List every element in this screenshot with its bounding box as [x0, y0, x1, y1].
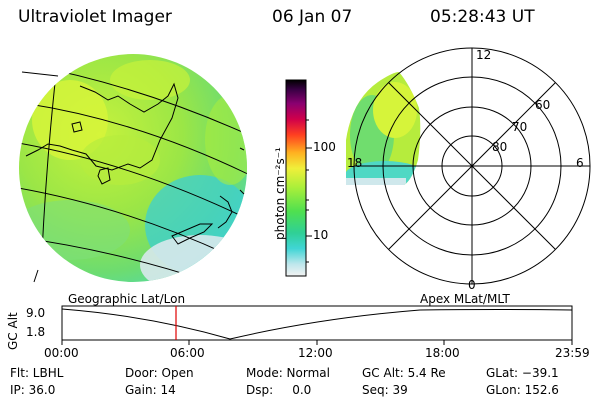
info-filter: Flt: LBHL	[10, 366, 64, 380]
timeline-axis-label: GC Alt	[6, 312, 20, 350]
timeline-xtick-1800: 18:00	[425, 346, 460, 360]
app-title: Ultraviolet Imager	[18, 7, 172, 27]
lat-label-80: 80	[492, 140, 508, 154]
mlt-label-18: 18	[347, 156, 363, 170]
globe-image	[19, 54, 247, 283]
mlt-label-12: 12	[476, 48, 492, 62]
timeline-left-title: Geographic Lat/Lon	[68, 292, 186, 306]
timeline-plot	[61, 305, 573, 345]
colorbar-tick-10: 10	[313, 228, 329, 242]
info-mode: Mode: Normal	[246, 366, 330, 380]
timeline-xtick-0000: 00:00	[44, 346, 79, 360]
colorbar-tick-100: 100	[313, 140, 336, 154]
timeline-ytick-high: 9.0	[26, 306, 46, 320]
header-time: 05:28:43 UT	[430, 7, 535, 27]
info-door: Door: Open	[125, 366, 194, 380]
info-gc-alt: GC Alt: 5.4 Re	[362, 366, 446, 380]
info-glon: GLon: 152.6	[486, 383, 559, 397]
polar-plot	[346, 47, 591, 285]
info-gain: Gain: 14	[125, 383, 176, 397]
timeline-ytick-low: 1.8	[26, 325, 46, 339]
header-date: 06 Jan 07	[272, 7, 353, 27]
mlt-label-0: 0	[468, 278, 476, 292]
timeline-xtick-2359: 23:59	[555, 346, 590, 360]
info-ip: IP: 36.0	[10, 383, 56, 397]
colorbar	[285, 79, 307, 277]
info-dsp: Dsp: 0.0	[246, 383, 312, 397]
colorbar-unit-label: photon cm⁻²s⁻¹	[273, 147, 287, 240]
info-seq: Seq: 39	[362, 383, 408, 397]
timeline-right-title: Apex MLat/MLT	[420, 292, 510, 306]
lat-label-70: 70	[512, 120, 528, 134]
timeline-xtick-0600: 06:00	[170, 346, 205, 360]
timeline-xtick-1200: 12:00	[298, 346, 333, 360]
mlt-label-6: 6	[576, 156, 584, 170]
lat-label-60: 60	[535, 98, 551, 112]
info-glat: GLat: −39.1	[486, 366, 559, 380]
